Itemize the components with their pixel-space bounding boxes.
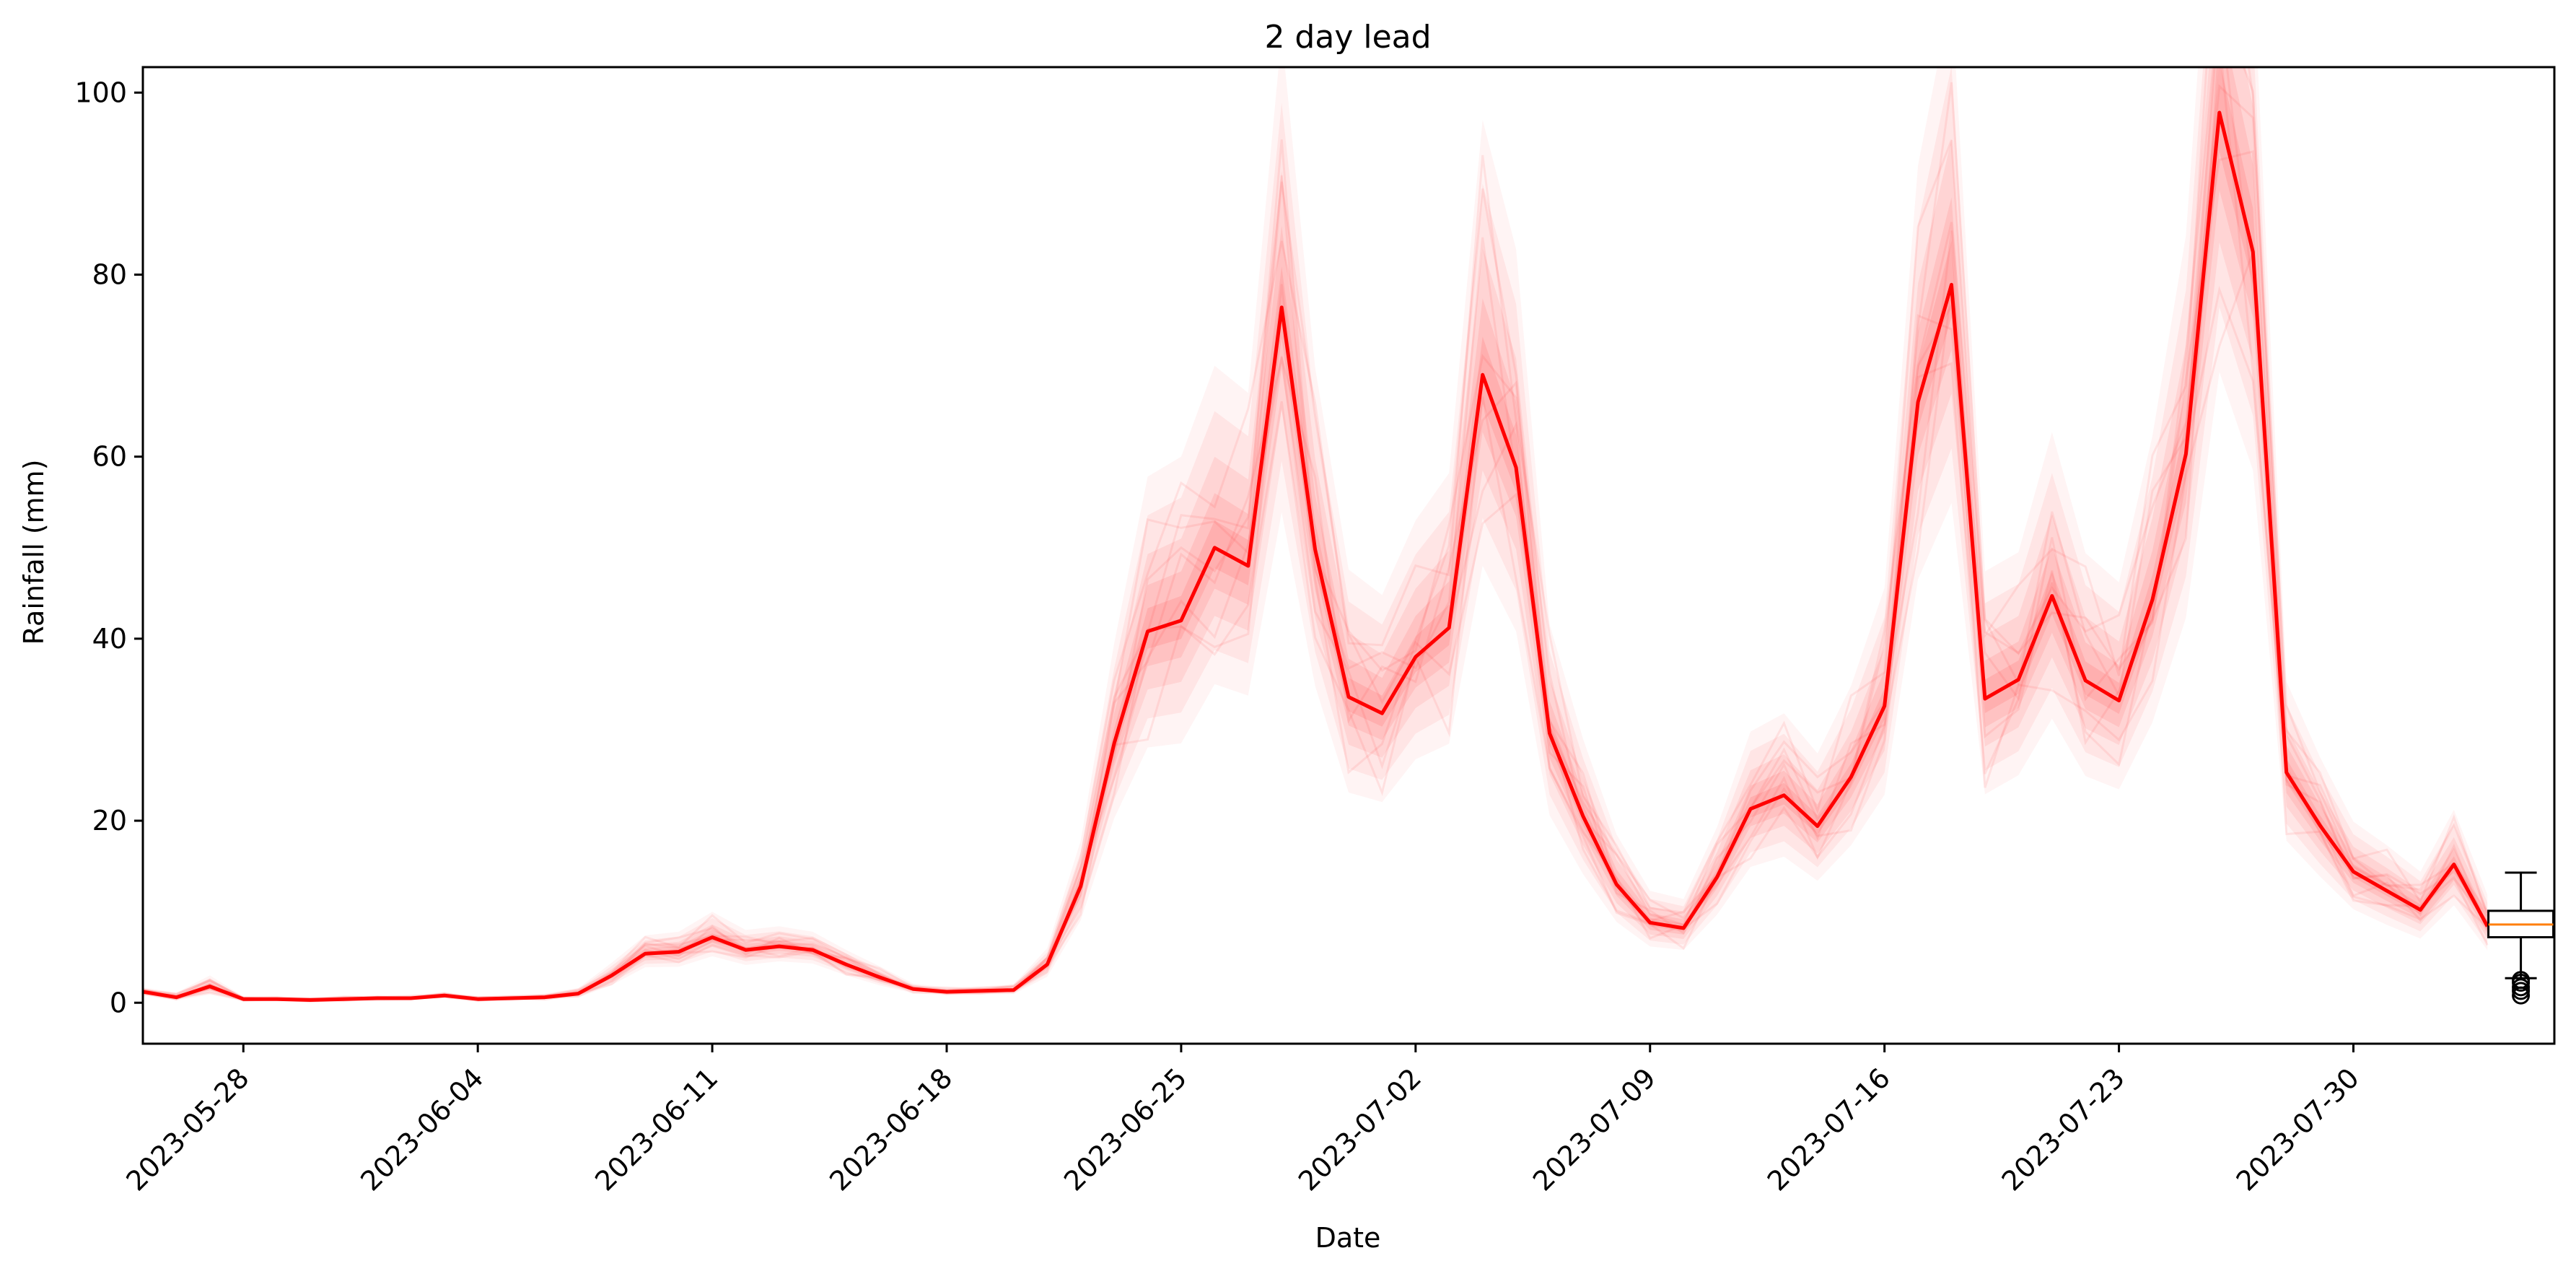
y-tick-label: 20 — [92, 805, 127, 837]
plot-frame — [141, 66, 2556, 1045]
boxplot-outlier — [2512, 971, 2531, 990]
ensemble-spread — [143, 67, 2489, 1003]
ensemble-band — [143, 67, 2488, 1000]
y-axis: 0 20 40 60 80 100 — [74, 77, 143, 1018]
series-layer — [143, 110, 2489, 1002]
ensemble-band — [143, 67, 2488, 1003]
chart-title: 2 day lead — [1264, 19, 1431, 56]
y-tick-label: 0 — [110, 987, 127, 1018]
y-tick-label: 60 — [92, 441, 127, 473]
y-tick-label: 100 — [74, 77, 127, 108]
boxplot-outlier — [2512, 978, 2531, 997]
y-tick-label: 80 — [92, 258, 127, 290]
ensemble-band — [143, 67, 2488, 1001]
ensemble-band — [143, 67, 2488, 1002]
x-axis-label: Date — [1315, 1222, 1381, 1254]
series-line — [143, 110, 2489, 1002]
y-tick-label: 40 — [92, 623, 127, 655]
y-axis-label: Rainfall (mm) — [18, 459, 50, 645]
ensemble-band — [143, 67, 2488, 1001]
